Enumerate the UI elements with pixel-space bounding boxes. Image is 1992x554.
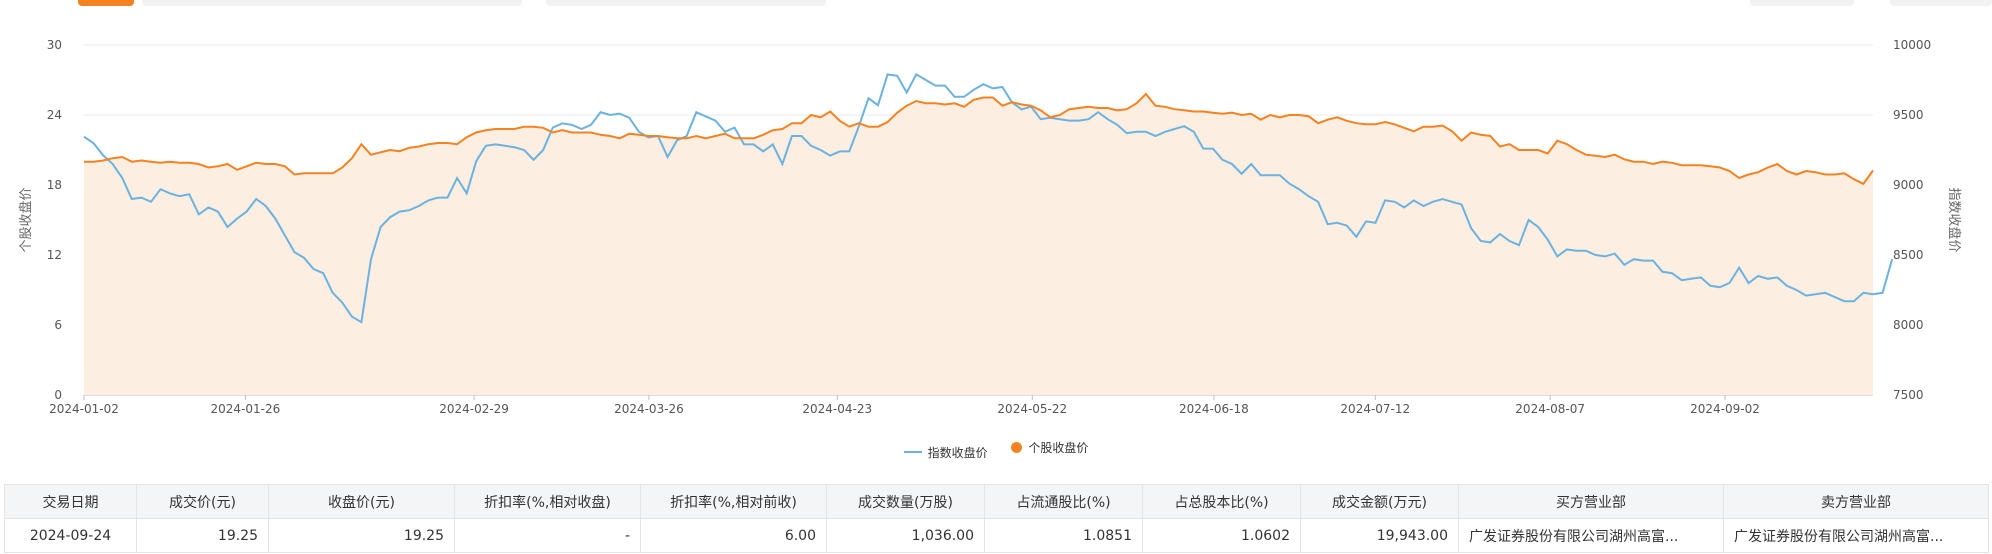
toolbar-button-1[interactable]	[1750, 0, 1854, 6]
header-total-ratio[interactable]: 占总股本比(%)	[1142, 484, 1301, 519]
top-toolbar-strip	[0, 0, 1992, 8]
block-trade-table: 交易日期 成交价(元) 收盘价(元) 折扣率(%,相对收盘) 折扣率(%,相对前…	[4, 484, 1989, 553]
x-axis: 2024-01-02 2024-01-26 2024-02-29 2024-03-26…	[49, 395, 1760, 416]
legend-index-swatch	[903, 451, 922, 453]
y-axis-left: 0 6 12 18 24 30	[47, 38, 62, 402]
y2-tick-label: 7500	[1893, 388, 1924, 402]
cell-amount: 19,943.00	[1300, 518, 1459, 553]
cell-buyer[interactable]: 广发证券股份有限公司湖州高富...	[1458, 518, 1724, 553]
x-tick-label: 2024-05-22	[997, 402, 1067, 416]
toolbar-button-2[interactable]	[1890, 0, 1992, 6]
y-axis-left-title: 个股收盘价	[18, 187, 34, 252]
y-tick-label: 0	[54, 388, 62, 402]
header-close-price[interactable]: 收盘价(元)	[268, 484, 455, 519]
stock-price-area	[84, 94, 1873, 395]
y-tick-label: 30	[47, 38, 62, 52]
price-chart: 0 6 12 18 24 30 7500 8000 8500 9000 9500 10000 202…	[18, 38, 1962, 416]
toolbar-field-2[interactable]	[546, 0, 826, 6]
x-tick-label: 2024-07-12	[1340, 402, 1410, 416]
y-axis-right-title: 指数收盘价	[1946, 187, 1962, 252]
x-tick-label: 2024-08-07	[1515, 402, 1585, 416]
cell-discount-close: -	[454, 518, 641, 553]
cell-seller[interactable]: 广发证券股份有限公司湖州高富...	[1723, 518, 1989, 553]
y-axis-right: 7500 8000 8500 9000 9500 10000	[1893, 38, 1931, 402]
y-tick-label: 6	[54, 318, 62, 332]
legend-item-index[interactable]: 指数收盘价	[903, 444, 988, 461]
x-tick-label: 2024-03-26	[614, 402, 684, 416]
legend-stock-swatch	[1011, 442, 1023, 453]
cell-deal-price: 19.25	[136, 518, 269, 553]
y-tick-label: 24	[47, 108, 62, 122]
header-discount-prev[interactable]: 折扣率(%,相对前收)	[640, 484, 827, 519]
chart-legend: 指数收盘价 个股收盘价	[0, 439, 1992, 461]
header-discount-close[interactable]: 折扣率(%,相对收盘)	[454, 484, 641, 519]
y2-tick-label: 9000	[1893, 178, 1924, 192]
y2-tick-label: 9500	[1893, 108, 1924, 122]
table-row: 2024-09-24 19.25 19.25 - 6.00 1,036.00 1…	[4, 518, 1989, 553]
active-tab-indicator[interactable]	[78, 0, 134, 6]
cell-total-ratio: 1.0602	[1142, 518, 1301, 553]
header-amount[interactable]: 成交金额(万元)	[1300, 484, 1459, 519]
x-tick-label: 2024-09-02	[1690, 402, 1760, 416]
legend-index-label: 指数收盘价	[927, 445, 988, 460]
stock-price-line	[84, 92, 1874, 186]
y-tick-label: 12	[47, 248, 62, 262]
header-trade-date[interactable]: 交易日期	[4, 484, 137, 519]
x-tick-label: 2024-01-02	[49, 402, 119, 416]
legend-stock-label: 个股收盘价	[1028, 441, 1089, 455]
table-header-row: 交易日期 成交价(元) 收盘价(元) 折扣率(%,相对收盘) 折扣率(%,相对前…	[4, 484, 1989, 519]
cell-discount-prev: 6.00	[640, 518, 827, 553]
y2-tick-label: 8500	[1893, 248, 1924, 262]
header-volume[interactable]: 成交数量(万股)	[826, 484, 985, 519]
cell-float-ratio: 1.0851	[984, 518, 1143, 553]
header-deal-price[interactable]: 成交价(元)	[136, 484, 269, 519]
x-tick-label: 2024-02-29	[439, 402, 509, 416]
toolbar-field-1[interactable]	[142, 0, 522, 6]
y-tick-label: 18	[47, 178, 62, 192]
y2-tick-label: 8000	[1893, 318, 1924, 332]
x-tick-label: 2024-01-26	[211, 402, 281, 416]
header-buyer[interactable]: 买方营业部	[1458, 484, 1724, 519]
y2-tick-label: 10000	[1893, 38, 1931, 52]
x-tick-label: 2024-06-18	[1179, 402, 1249, 416]
cell-trade-date: 2024-09-24	[4, 518, 137, 553]
cell-close-price: 19.25	[268, 518, 455, 553]
legend-item-stock[interactable]: 个股收盘价	[1011, 439, 1088, 456]
index-price-line	[83, 73, 1894, 324]
cell-volume: 1,036.00	[826, 518, 985, 553]
header-float-ratio[interactable]: 占流通股比(%)	[984, 484, 1143, 519]
x-tick-label: 2024-04-23	[802, 402, 872, 416]
header-seller[interactable]: 卖方营业部	[1723, 484, 1989, 519]
